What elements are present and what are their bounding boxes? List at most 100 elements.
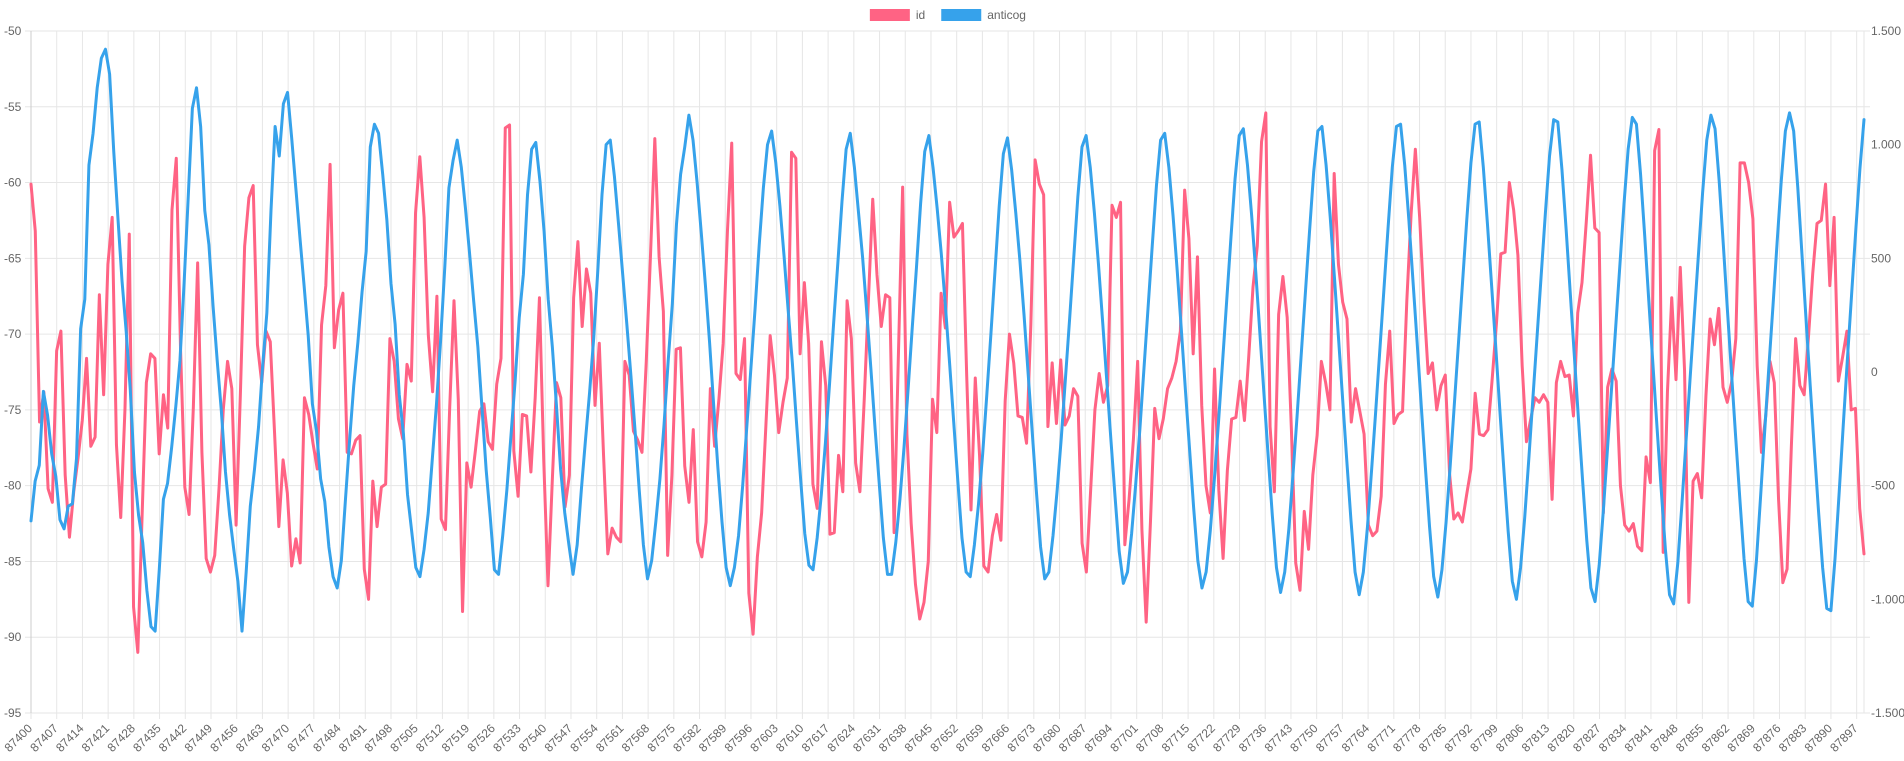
x-tick-label: 87750: [1287, 721, 1321, 755]
x-tick-label: 87498: [362, 721, 396, 755]
x-tick-label: 87554: [567, 721, 601, 755]
x-tick-label: 87876: [1750, 721, 1784, 755]
legend-item-anticog[interactable]: anticog: [941, 8, 1026, 22]
x-tick-label: 87470: [259, 721, 293, 755]
x-tick-label: 87855: [1673, 721, 1707, 755]
y-left-tick-label: -50: [4, 24, 22, 38]
x-tick-label: 87778: [1390, 721, 1424, 755]
x-tick-label: 87561: [593, 721, 627, 755]
x-tick-label: 87659: [953, 721, 987, 755]
x-tick-label: 87477: [284, 721, 318, 755]
x-tick-label: 87652: [927, 721, 961, 755]
x-tick-label: 87435: [130, 721, 164, 755]
legend-label: anticog: [987, 8, 1026, 22]
y-left-tick-label: -65: [4, 251, 22, 265]
x-tick-label: 87463: [233, 721, 267, 755]
x-tick-label: 87708: [1133, 721, 1167, 755]
x-tick-label: 87869: [1724, 721, 1758, 755]
series-line-anticog[interactable]: [29, 47, 1866, 633]
x-tick-label: 87771: [1364, 721, 1398, 755]
x-tick-label: 87582: [670, 721, 704, 755]
x-tick-label: 87834: [1596, 721, 1630, 755]
y-left-tick-label: -80: [4, 479, 22, 493]
legend-item-id[interactable]: id: [869, 8, 925, 22]
legend-swatch: [869, 9, 910, 21]
x-tick-label: 87568: [619, 721, 653, 755]
x-tick-label: 87547: [542, 721, 576, 755]
y-left-tick-label: -75: [4, 403, 22, 417]
y-left-tick-label: -70: [4, 327, 22, 341]
x-tick-label: 87421: [79, 721, 113, 755]
x-tick-label: 87624: [824, 721, 858, 755]
x-tick-label: 87862: [1699, 721, 1733, 755]
x-tick-label: 87505: [387, 721, 421, 755]
x-tick-label: 87722: [1184, 721, 1218, 755]
x-tick-label: 87400: [2, 721, 36, 755]
y-left-tick-label: -90: [4, 630, 22, 644]
x-tick-label: 87414: [53, 721, 87, 755]
x-tick-label: 87512: [413, 721, 447, 755]
x-tick-label: 87491: [336, 721, 370, 755]
x-tick-label: 87694: [1082, 721, 1116, 755]
x-tick-label: 87533: [490, 721, 524, 755]
x-tick-label: 87673: [1004, 721, 1038, 755]
y-right-tick-label: 1.000: [1871, 138, 1901, 152]
x-tick-label: 87792: [1442, 721, 1476, 755]
x-tick-label: 87848: [1647, 721, 1681, 755]
y-right-tick-label: -1.000: [1871, 592, 1904, 606]
x-tick-label: 87617: [799, 721, 833, 755]
x-tick-label: 87841: [1622, 721, 1656, 755]
x-tick-label: 87897: [1827, 721, 1861, 755]
x-tick-label: 87743: [1262, 721, 1296, 755]
x-tick-label: 87757: [1313, 721, 1347, 755]
legend: id anticog: [869, 8, 1026, 22]
horizontal-gridlines: [25, 30, 1870, 714]
x-tick-label: 87526: [464, 721, 498, 755]
x-tick-label: 87631: [850, 721, 884, 755]
y-right-tick-label: 0: [1871, 365, 1878, 379]
x-tick-label: 87827: [1570, 721, 1604, 755]
x-tick-label: 87799: [1467, 721, 1501, 755]
vertical-gridlines: [30, 31, 1865, 719]
left-y-axis: -50 -55 -60 -65 -70 -75 -80 -85 -90 -95: [4, 24, 32, 720]
x-tick-label: 87764: [1339, 721, 1373, 755]
x-tick-label: 87785: [1416, 721, 1450, 755]
x-tick-label: 87589: [696, 721, 730, 755]
x-axis: 8740087407874148742187428874358744287449…: [2, 721, 1861, 755]
right-y-axis: 1.500 1.000 500 0 -500 -1.000 -1.500: [1871, 24, 1904, 720]
x-tick-label: 87428: [104, 721, 138, 755]
x-tick-label: 87729: [1210, 721, 1244, 755]
x-tick-label: 87890: [1802, 721, 1836, 755]
x-tick-label: 87638: [876, 721, 910, 755]
y-left-tick-label: -95: [4, 706, 22, 720]
x-tick-label: 87687: [1056, 721, 1090, 755]
x-tick-label: 87575: [644, 721, 678, 755]
x-tick-label: 87442: [156, 721, 190, 755]
legend-swatch: [941, 9, 982, 21]
x-tick-label: 87645: [902, 721, 936, 755]
x-tick-label: 87484: [310, 721, 344, 755]
legend-label: id: [916, 8, 925, 22]
y-right-tick-label: 1.500: [1871, 24, 1901, 38]
x-tick-label: 87603: [747, 721, 781, 755]
x-tick-label: 87883: [1776, 721, 1810, 755]
y-left-tick-label: -85: [4, 554, 22, 568]
y-right-tick-label: -1.500: [1871, 706, 1904, 720]
x-tick-label: 87680: [1030, 721, 1064, 755]
x-tick-label: 87715: [1159, 721, 1193, 755]
x-tick-label: 87813: [1519, 721, 1553, 755]
x-tick-label: 87610: [773, 721, 807, 755]
x-tick-label: 87519: [439, 721, 473, 755]
series-layer: [29, 47, 1866, 654]
x-tick-label: 87407: [27, 721, 61, 755]
x-tick-label: 87449: [182, 721, 216, 755]
y-right-tick-label: 500: [1871, 251, 1891, 265]
series-line-id[interactable]: [29, 111, 1866, 654]
x-tick-label: 87736: [1236, 721, 1270, 755]
x-tick-label: 87596: [722, 721, 756, 755]
x-tick-label: 87701: [1107, 721, 1141, 755]
x-tick-label: 87666: [979, 721, 1013, 755]
x-tick-label: 87540: [516, 721, 550, 755]
